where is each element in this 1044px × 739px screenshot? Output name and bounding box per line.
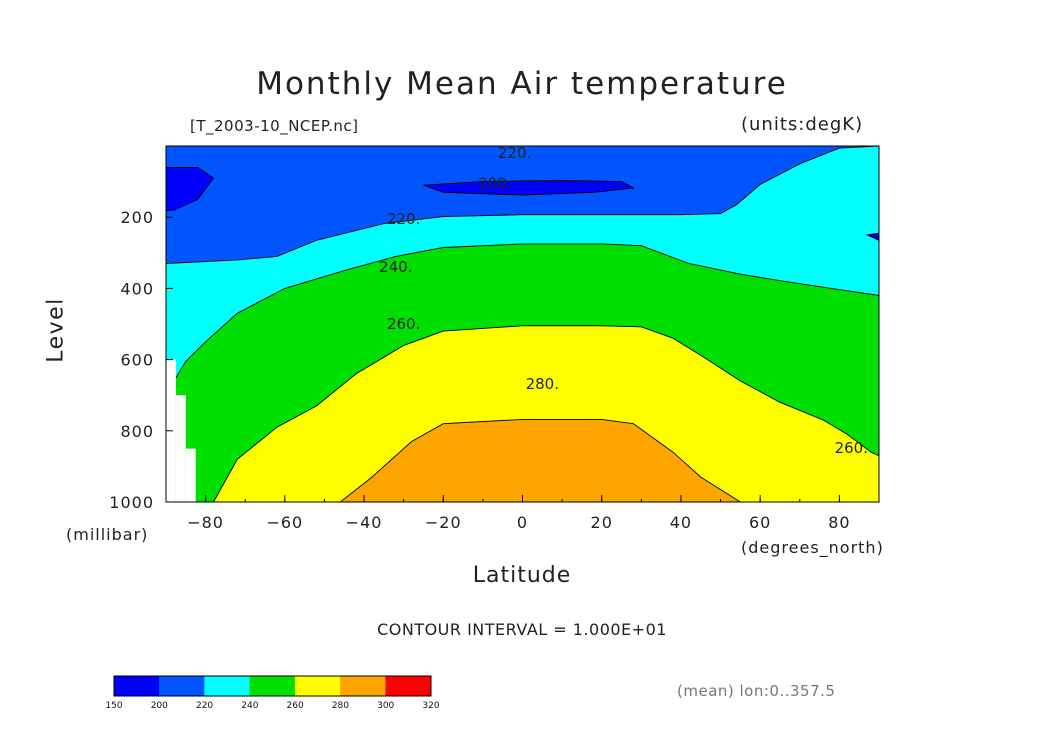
contour-label: 240. <box>379 258 412 276</box>
contour-region-200-5 <box>166 166 215 212</box>
y-tick-label: 400 <box>120 279 154 298</box>
colorbar-label: 220 <box>196 701 213 711</box>
colorbar-label: 200 <box>151 701 168 711</box>
contour-label: 200. <box>478 174 511 192</box>
x-tick-label: 40 <box>670 513 692 532</box>
longitude-mean-note: (mean) lon:0..357.5 <box>677 682 836 700</box>
y-axis-units: (millibar) <box>66 525 149 544</box>
contour-label: 220. <box>387 210 420 228</box>
colorbar-label: 280 <box>332 701 349 711</box>
source-file-label: [T_2003-10_NCEP.nc] <box>190 117 359 135</box>
colorbar-label: 300 <box>377 701 394 711</box>
colorbar-frame <box>113 675 432 697</box>
units-label: (units:degK) <box>741 114 864 135</box>
contour-label: 260. <box>387 315 420 333</box>
contour-region-280-4 <box>339 418 742 502</box>
y-tick-label: 600 <box>120 351 154 370</box>
contour-label: 220. <box>498 144 531 162</box>
missing-data-gap <box>185 448 196 502</box>
x-tick-label: 80 <box>828 513 850 532</box>
contour-region-260-3 <box>212 325 879 502</box>
contour-interval-text: CONTOUR INTERVAL = 1.000E+01 <box>377 620 667 639</box>
contour-region-200-7 <box>865 232 879 241</box>
y-tick-label: 800 <box>120 422 154 441</box>
colorbar-swatch <box>385 675 432 697</box>
x-tick-label: −60 <box>266 513 303 532</box>
colorbar-label: 150 <box>105 701 122 711</box>
contour-region-200-6 <box>423 180 635 196</box>
colorbar-swatch <box>204 675 251 697</box>
colorbar-label: 260 <box>287 701 304 711</box>
colorbar-swatch <box>294 675 341 697</box>
x-tick-label: −40 <box>346 513 383 532</box>
colorbar-swatch <box>159 675 205 697</box>
chart-title: Monthly Mean Air temperature <box>256 66 788 102</box>
x-tick-label: 20 <box>591 513 613 532</box>
contour-label: 260. <box>835 439 868 457</box>
colorbar-swatch <box>340 675 386 697</box>
y-tick-label: 1000 <box>109 493 154 512</box>
contour-label: 280. <box>526 375 559 393</box>
x-tick-label: 60 <box>749 513 771 532</box>
x-tick-label: −20 <box>425 513 462 532</box>
colorbar-swatch <box>113 675 160 697</box>
colorbar-label: 320 <box>422 701 439 711</box>
x-axis-title: Latitude <box>472 563 572 588</box>
x-tick-label: −80 <box>187 513 224 532</box>
missing-data-gap <box>175 395 186 502</box>
x-axis-units: (degrees_north) <box>741 538 884 557</box>
x-tick-label: 0 <box>517 513 528 532</box>
colorbar-label: 240 <box>241 701 258 711</box>
colorbar-swatch <box>249 675 296 697</box>
y-tick-label: 200 <box>120 208 154 227</box>
